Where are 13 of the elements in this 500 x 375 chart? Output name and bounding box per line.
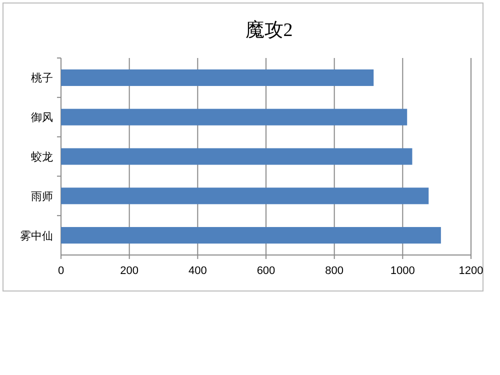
chart-title: 魔攻2 xyxy=(245,19,293,41)
x-tick-label: 400 xyxy=(188,265,207,277)
x-tick-label: 0 xyxy=(58,265,64,277)
y-tick-label: 桃子 xyxy=(31,72,53,85)
y-tick-label: 御风 xyxy=(31,112,53,124)
y-tick-label: 雾中仙 xyxy=(20,229,53,242)
x-tick-label: 600 xyxy=(256,265,276,277)
x-tick-label: 200 xyxy=(120,265,139,277)
x-tick-label: 1000 xyxy=(390,265,415,277)
y-tick-label: 蛟龙 xyxy=(31,150,53,164)
x-tick-label: 1200 xyxy=(458,265,484,277)
x-tick-label: 800 xyxy=(325,265,344,277)
y-tick-label: 雨师 xyxy=(31,190,53,203)
